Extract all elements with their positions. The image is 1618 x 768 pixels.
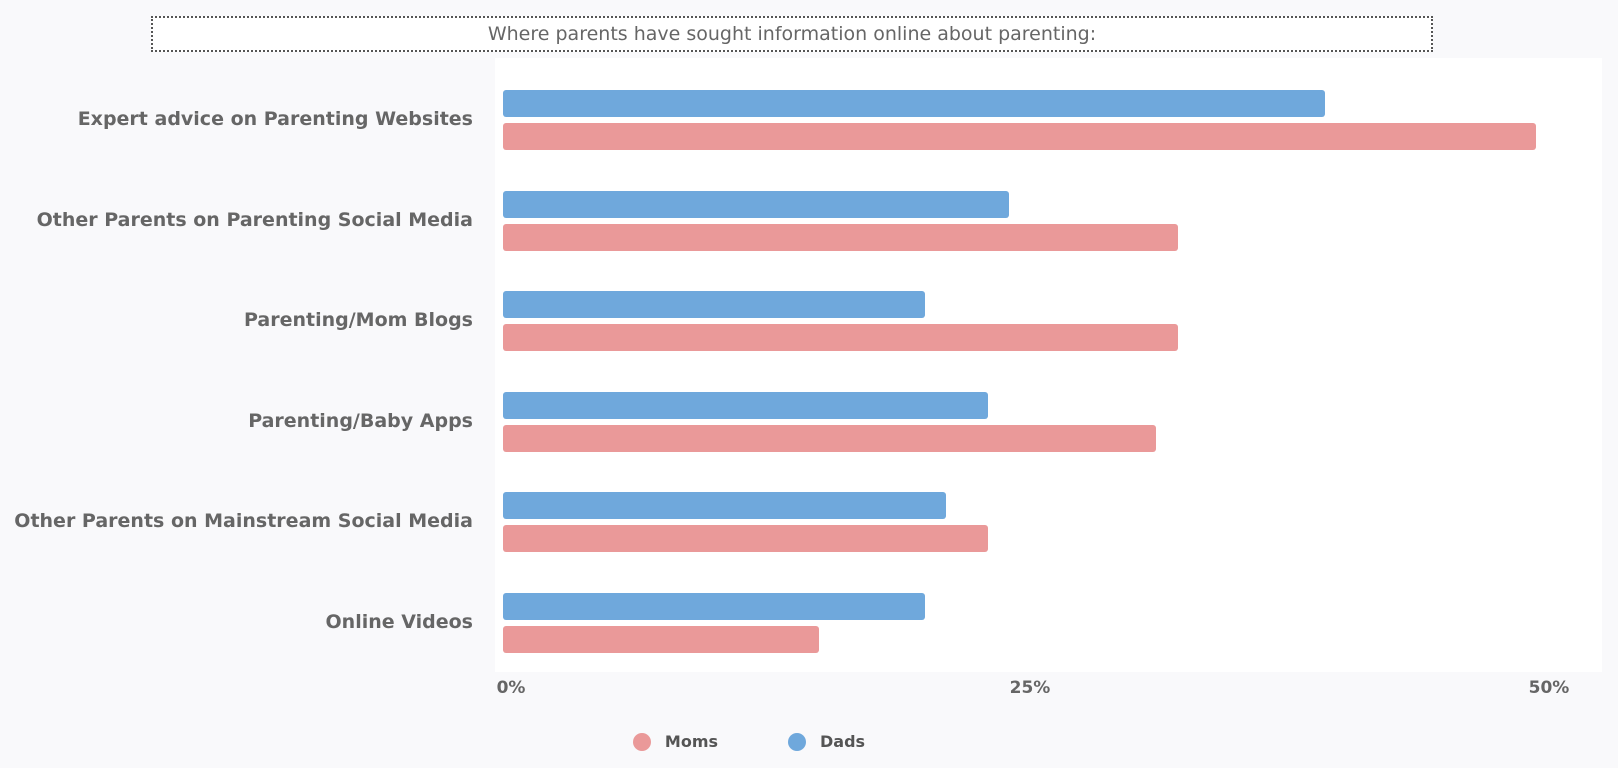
bar-moms[interactable] <box>503 525 988 552</box>
bar-dads[interactable] <box>503 592 925 620</box>
bar-dads[interactable] <box>503 90 1326 117</box>
legend-label-dads: Dads <box>820 732 866 751</box>
chart-title: Where parents have sought information on… <box>487 23 1097 45</box>
legend: Moms Dads <box>0 732 1618 751</box>
plot-area <box>495 58 1602 672</box>
category-label: Parenting/Baby Apps <box>248 409 473 432</box>
moms-swatch-icon <box>632 732 651 751</box>
bar-dads[interactable] <box>503 391 988 419</box>
bar-moms[interactable] <box>503 625 820 653</box>
bar-dads[interactable] <box>503 492 946 519</box>
chart-title-box: Where parents have sought information on… <box>151 16 1433 52</box>
bar-moms[interactable] <box>503 424 1157 452</box>
bar-dads[interactable] <box>503 291 925 318</box>
legend-item-dads[interactable]: Dads <box>788 732 865 751</box>
dads-swatch-icon <box>788 732 807 751</box>
bar-moms[interactable] <box>503 223 1178 251</box>
category-label: Online Videos <box>325 610 473 633</box>
x-tick-label: 50% <box>1528 678 1570 698</box>
bar-moms[interactable] <box>503 123 1536 150</box>
category-label: Expert advice on Parenting Websites <box>77 108 473 130</box>
category-label: Other Parents on Parenting Social Media <box>36 208 473 231</box>
bar-moms[interactable] <box>503 324 1178 351</box>
x-tick-label: 0% <box>496 678 526 698</box>
category-label: Other Parents on Mainstream Social Media <box>14 510 473 532</box>
category-label: Parenting/Mom Blogs <box>243 309 473 331</box>
x-tick-label: 25% <box>1009 678 1051 698</box>
legend-label-moms: Moms <box>664 732 719 751</box>
bar-dads[interactable] <box>503 190 1009 218</box>
legend-item-moms[interactable]: Moms <box>632 732 719 751</box>
